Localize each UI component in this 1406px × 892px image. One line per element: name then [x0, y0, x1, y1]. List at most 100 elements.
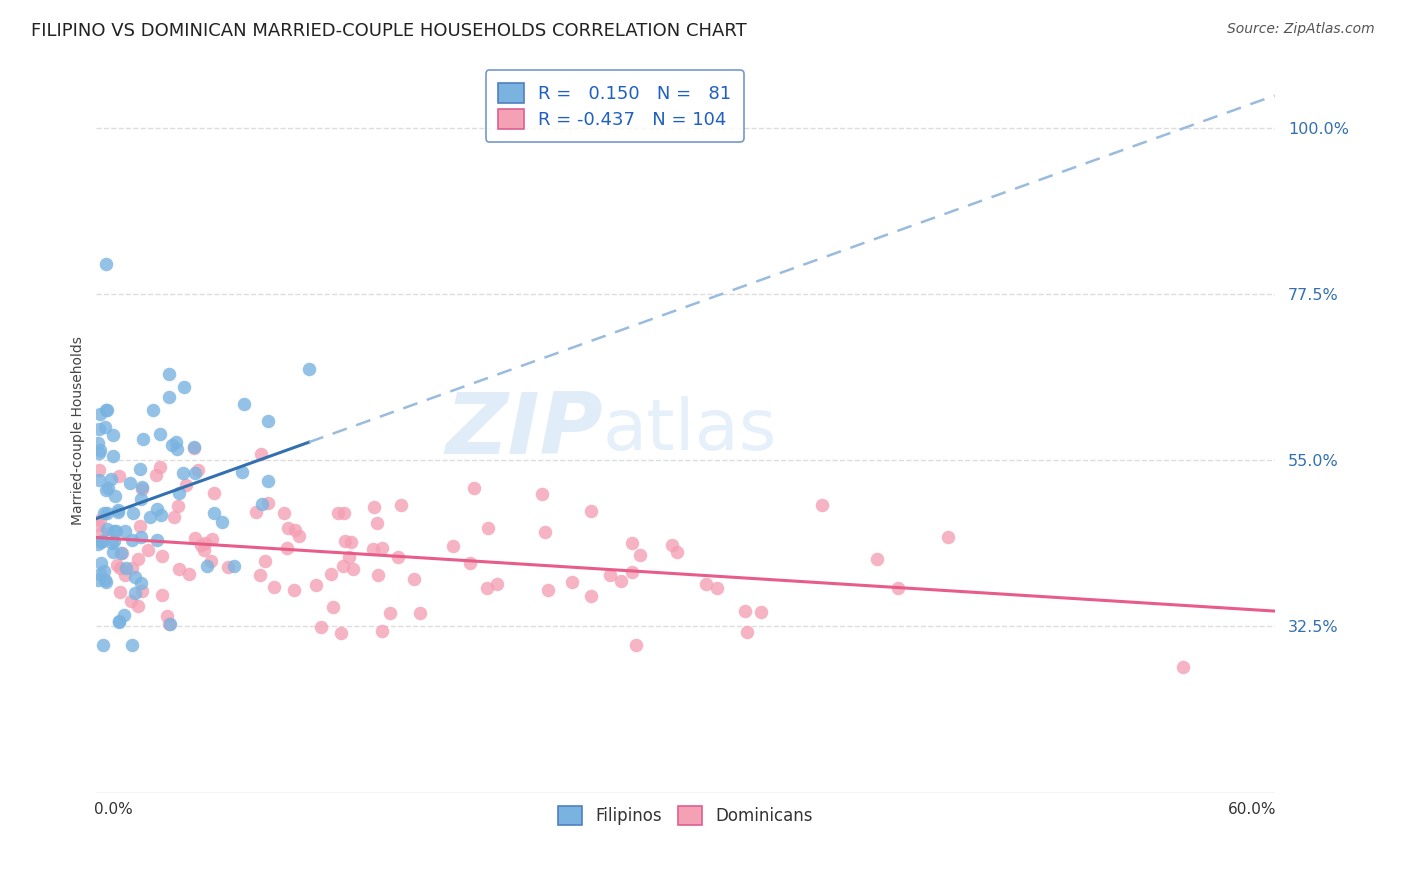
Point: [328, 506, 350, 520]
Point: [179, 567, 201, 582]
Point: [108, 615, 131, 630]
Point: [263, 580, 285, 594]
Point: [561, 575, 583, 590]
Point: [332, 558, 354, 573]
Point: [104, 524, 127, 538]
Point: [190, 538, 212, 552]
Point: [200, 532, 222, 546]
Point: [150, 549, 173, 563]
Point: [96, 403, 118, 417]
Point: [250, 497, 273, 511]
Point: [337, 549, 360, 564]
Point: [371, 541, 394, 555]
Point: [624, 638, 647, 652]
Point: [184, 467, 207, 481]
Point: [463, 481, 485, 495]
Point: [129, 530, 152, 544]
Point: [579, 589, 602, 603]
Point: [112, 607, 135, 622]
Point: [183, 531, 205, 545]
Point: [284, 523, 307, 537]
Point: [96, 522, 118, 536]
Point: [332, 506, 354, 520]
Point: [108, 469, 131, 483]
Point: [610, 574, 633, 589]
Point: [121, 533, 143, 547]
Point: [389, 498, 412, 512]
Point: [531, 487, 554, 501]
Point: [866, 552, 889, 566]
Point: [121, 560, 143, 574]
Point: [124, 585, 146, 599]
Point: [367, 568, 389, 582]
Point: [166, 442, 188, 456]
Point: [90, 557, 112, 571]
Point: [89, 567, 111, 582]
Point: [322, 599, 344, 614]
Point: [103, 544, 125, 558]
Point: [621, 536, 644, 550]
Point: [87, 463, 110, 477]
Point: [441, 539, 464, 553]
Point: [735, 625, 758, 640]
Point: [129, 462, 152, 476]
Point: [94, 483, 117, 498]
Point: [695, 577, 717, 591]
Point: [173, 380, 195, 394]
Point: [665, 545, 688, 559]
Point: [90, 534, 112, 549]
Point: [149, 427, 172, 442]
Point: [114, 567, 136, 582]
Point: [621, 565, 644, 579]
Point: [485, 577, 508, 591]
Point: [183, 441, 205, 455]
Point: [187, 463, 209, 477]
Point: [579, 504, 602, 518]
Point: [157, 617, 180, 632]
Point: [149, 460, 172, 475]
Point: [749, 605, 772, 619]
Point: [131, 482, 153, 496]
Point: [107, 615, 129, 629]
Point: [734, 604, 756, 618]
Point: [107, 505, 129, 519]
Point: [91, 526, 114, 541]
Point: [115, 560, 138, 574]
Point: [810, 498, 832, 512]
Point: [311, 620, 333, 634]
Point: [107, 503, 129, 517]
Point: [89, 443, 111, 458]
Point: [936, 531, 959, 545]
Point: [138, 509, 160, 524]
Point: [129, 519, 152, 533]
Point: [87, 473, 110, 487]
Point: [167, 499, 190, 513]
Point: [537, 582, 560, 597]
Point: [599, 567, 621, 582]
Point: [122, 506, 145, 520]
Point: [160, 438, 183, 452]
Point: [366, 516, 388, 530]
Point: [363, 500, 385, 514]
Point: [87, 518, 110, 533]
Point: [174, 478, 197, 492]
Point: [110, 561, 132, 575]
Point: [887, 581, 910, 595]
Point: [145, 533, 167, 547]
Point: [142, 402, 165, 417]
Point: [321, 566, 343, 581]
Point: [378, 606, 401, 620]
Point: [256, 475, 278, 489]
Point: [193, 543, 215, 558]
Point: [96, 574, 118, 589]
Point: [100, 472, 122, 486]
Point: [277, 521, 299, 535]
Point: [1171, 660, 1194, 674]
Point: [339, 534, 361, 549]
Point: [145, 468, 167, 483]
Point: [91, 638, 114, 652]
Point: [103, 524, 125, 538]
Point: [131, 575, 153, 590]
Point: [194, 536, 217, 550]
Point: [103, 534, 125, 549]
